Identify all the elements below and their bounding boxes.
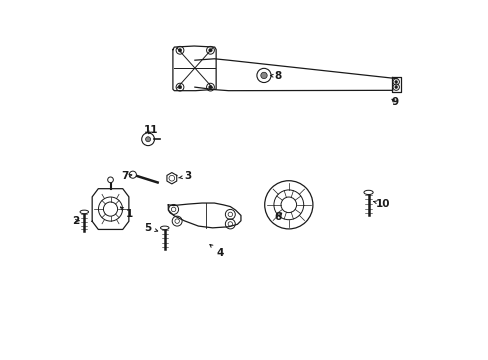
Text: 4: 4 xyxy=(209,244,223,258)
Polygon shape xyxy=(173,46,216,91)
Text: 5: 5 xyxy=(144,223,158,233)
Circle shape xyxy=(142,133,154,145)
Ellipse shape xyxy=(363,190,372,194)
Circle shape xyxy=(394,86,397,89)
Circle shape xyxy=(256,68,270,82)
Circle shape xyxy=(178,49,182,52)
Polygon shape xyxy=(168,203,241,228)
Circle shape xyxy=(394,80,397,83)
Circle shape xyxy=(145,137,150,142)
Polygon shape xyxy=(166,172,176,184)
Circle shape xyxy=(208,49,212,52)
Text: 10: 10 xyxy=(372,199,390,209)
Text: 8: 8 xyxy=(270,71,281,81)
Circle shape xyxy=(208,85,212,89)
Polygon shape xyxy=(195,59,396,91)
Circle shape xyxy=(264,181,312,229)
Text: 9: 9 xyxy=(391,97,398,107)
Polygon shape xyxy=(391,77,400,92)
Ellipse shape xyxy=(160,226,169,230)
Text: 7: 7 xyxy=(121,171,132,181)
Circle shape xyxy=(107,177,113,183)
Text: 1: 1 xyxy=(120,207,133,219)
Text: 6: 6 xyxy=(274,212,281,222)
Circle shape xyxy=(178,85,182,89)
Circle shape xyxy=(260,72,266,78)
Polygon shape xyxy=(92,189,129,229)
Circle shape xyxy=(129,171,136,178)
Ellipse shape xyxy=(80,210,88,214)
Text: 2: 2 xyxy=(72,216,80,226)
Text: 11: 11 xyxy=(143,125,158,135)
Text: 3: 3 xyxy=(178,171,191,181)
